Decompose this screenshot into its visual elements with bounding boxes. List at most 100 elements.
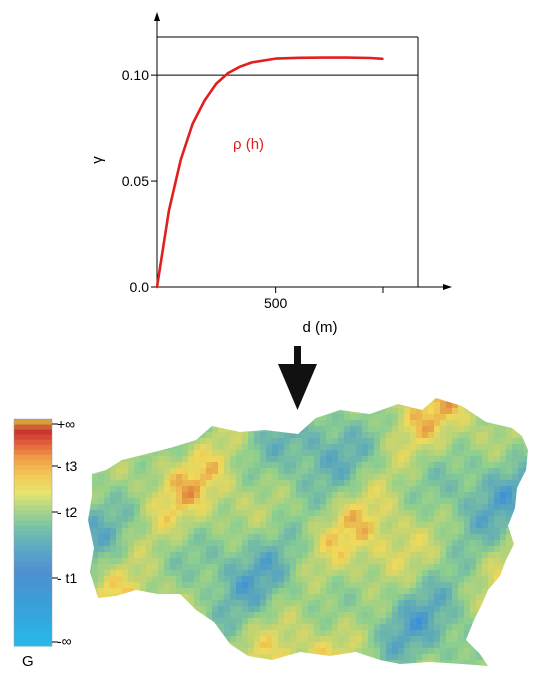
map-cell xyxy=(242,642,248,648)
map-cell xyxy=(410,540,416,546)
map-cell xyxy=(518,480,524,486)
map-cell xyxy=(422,414,428,420)
map-cell xyxy=(470,398,476,402)
map-cell xyxy=(452,648,458,654)
legend-color-step xyxy=(14,575,52,581)
map-cell xyxy=(398,408,404,414)
map-cell xyxy=(296,426,302,432)
map-cell xyxy=(278,594,284,600)
map-cell xyxy=(92,666,98,672)
map-cell xyxy=(230,414,236,420)
map-cell xyxy=(236,510,242,516)
map-cell xyxy=(158,474,164,480)
map-cell xyxy=(308,504,314,510)
map-cell xyxy=(218,438,224,444)
map-cell xyxy=(110,468,116,474)
map-cell xyxy=(110,486,116,492)
map-cell xyxy=(338,486,344,492)
legend-color-step xyxy=(14,625,52,632)
map-cell xyxy=(464,398,470,402)
map-cell xyxy=(278,486,284,492)
map-cell xyxy=(488,498,494,504)
map-cell xyxy=(188,486,194,492)
map-cell xyxy=(158,414,164,420)
map-cell xyxy=(338,666,344,672)
map-cell xyxy=(470,450,476,456)
map-cell xyxy=(362,606,368,612)
map-cell xyxy=(302,510,308,516)
map-cell xyxy=(386,438,392,444)
map-cell xyxy=(88,408,92,414)
map-cell xyxy=(224,648,230,654)
map-cell xyxy=(152,492,158,498)
map-cell xyxy=(284,630,290,636)
map-cell xyxy=(386,492,392,498)
map-cell xyxy=(518,576,524,582)
map-cell xyxy=(338,420,344,426)
map-cell xyxy=(116,420,122,426)
map-cell xyxy=(356,588,362,594)
map-cell xyxy=(104,480,110,486)
map-cell xyxy=(164,540,170,546)
map-cell xyxy=(500,570,506,576)
map-cell xyxy=(380,444,386,450)
map-cell xyxy=(458,546,464,552)
map-cell xyxy=(314,486,320,492)
map-cell xyxy=(260,468,266,474)
map-cell xyxy=(290,642,296,648)
map-cell xyxy=(470,498,476,504)
map-cell xyxy=(266,426,272,432)
map-cell xyxy=(350,570,356,576)
map-cell xyxy=(512,618,518,624)
map-cell xyxy=(164,492,170,498)
map-cell xyxy=(386,516,392,522)
map-cell xyxy=(152,450,158,456)
map-cell xyxy=(356,606,362,612)
map-cell xyxy=(458,432,464,438)
map-cell xyxy=(374,456,380,462)
map-cell xyxy=(470,606,476,612)
map-cell xyxy=(332,576,338,582)
map-cell xyxy=(134,510,140,516)
map-cell xyxy=(416,432,422,438)
map-cell xyxy=(404,528,410,534)
map-cell xyxy=(98,402,104,408)
map-cell xyxy=(410,398,416,402)
map-cell xyxy=(116,480,122,486)
map-cell xyxy=(350,398,356,402)
legend-color-step xyxy=(14,615,52,622)
map-cell xyxy=(362,522,368,528)
map-cell xyxy=(290,432,296,438)
map-cell xyxy=(470,588,476,594)
map-cell xyxy=(230,630,236,636)
map-cell xyxy=(200,558,206,564)
map-cell xyxy=(506,522,512,528)
map-cell xyxy=(368,576,374,582)
map-cell xyxy=(410,516,416,522)
map-cell xyxy=(356,528,362,534)
map-cell xyxy=(386,480,392,486)
map-cell xyxy=(482,612,488,618)
map-cell xyxy=(88,570,92,576)
map-cell xyxy=(374,666,380,672)
map-cell xyxy=(524,540,528,546)
map-cell xyxy=(278,398,284,402)
map-cell xyxy=(170,576,176,582)
map-cell xyxy=(404,498,410,504)
map-cell xyxy=(332,468,338,474)
map-cell xyxy=(404,588,410,594)
map-cell xyxy=(182,408,188,414)
map-cell xyxy=(302,474,308,480)
map-cell xyxy=(170,636,176,642)
map-cell xyxy=(230,618,236,624)
map-cell xyxy=(368,492,374,498)
map-cell xyxy=(308,666,314,672)
map-cell xyxy=(326,462,332,468)
map-cell xyxy=(434,444,440,450)
map-cell xyxy=(380,582,386,588)
map-cell xyxy=(122,444,128,450)
map-cell xyxy=(326,522,332,528)
map-cell xyxy=(488,402,494,408)
map-cell xyxy=(344,612,350,618)
map-cell xyxy=(152,462,158,468)
